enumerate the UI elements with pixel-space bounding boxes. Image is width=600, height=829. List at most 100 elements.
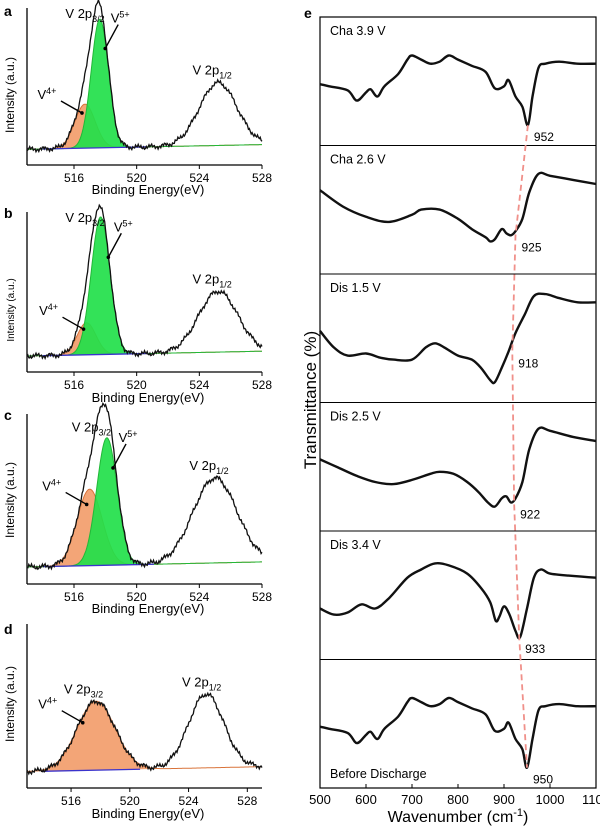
fit-component-v5plus (27, 437, 262, 567)
ftir-spectrum (319, 171, 597, 243)
species-label: V5+ (111, 10, 130, 26)
species-label: V4+ (39, 302, 58, 318)
fit-component-outline (27, 437, 262, 568)
x-tick-label: 700 (401, 792, 423, 807)
panel-label-d: d (4, 621, 13, 637)
xlabel-c: Binding Energy(eV) (92, 601, 205, 616)
x-tick-label: 500 (309, 792, 331, 807)
species-arrow (107, 232, 122, 258)
ylabel-c: Intensity (a.u.) (3, 462, 17, 538)
x-tick-label: 528 (252, 171, 272, 185)
x-tick-label: 516 (64, 590, 84, 604)
x-tick-label: 524 (189, 171, 209, 185)
x-tick-label: 516 (64, 378, 84, 392)
x-tick-label: 1100 (582, 792, 600, 807)
fit-component-outline (27, 488, 262, 568)
ylabel-d: Intensity (a.u.) (3, 666, 17, 742)
peak-label: V 2p1/2 (193, 63, 232, 81)
ylabel-e: Transmittance (%) (301, 331, 320, 469)
x-tick-label: 528 (252, 378, 272, 392)
panel-a: a Intensity (a.u.) Binding Energy(eV) 51… (3, 0, 272, 197)
x-tick-label: 520 (127, 171, 147, 185)
ftir-spectrum (319, 426, 597, 508)
species-label: V5+ (114, 218, 133, 234)
xlabel-d: Binding Energy(eV) (92, 806, 205, 821)
xlabel-e: Wavenumber (cm-1) (388, 807, 529, 826)
panel-label-e: e (304, 5, 312, 21)
xlabel-a: Binding Energy(eV) (92, 182, 205, 197)
fit-component-outline (27, 103, 262, 150)
min-label: 950 (533, 773, 553, 787)
fit-component-v4plus (27, 701, 262, 772)
xps-spectrum (26, 402, 263, 571)
arrow-head (111, 466, 115, 470)
arrow-head (106, 255, 111, 260)
arrow-head (80, 720, 85, 725)
x-tick-label: 520 (127, 590, 147, 604)
xps-spectrum (26, 203, 263, 361)
min-label: 933 (525, 642, 545, 656)
x-tick-label: 528 (252, 590, 272, 604)
series-name: Dis 3.4 V (330, 538, 381, 552)
x-tick-label: 520 (120, 794, 140, 808)
peak-label: V 2p1/2 (182, 674, 221, 692)
panel-label-b: b (4, 205, 13, 221)
series-name: Dis 2.5 V (330, 410, 381, 424)
panel-label-c: c (4, 407, 12, 423)
x-tick-label: 524 (179, 794, 199, 808)
fit-component-v5plus (27, 217, 262, 356)
species-arrow (60, 100, 83, 114)
baseline (42, 563, 154, 568)
species-arrow (112, 443, 127, 469)
fit-component-v4plus (27, 104, 262, 150)
x-tick-label: 528 (237, 794, 257, 808)
species-label: V4+ (42, 477, 61, 493)
min-label: 922 (520, 508, 540, 522)
series-name: Dis 1.5 V (330, 281, 381, 295)
arrow-head (80, 111, 84, 115)
peak-label: V 2p1/2 (193, 271, 232, 289)
min-label: 925 (522, 240, 542, 254)
peak-label: V 2p1/2 (189, 458, 228, 476)
x-tick-label: 800 (447, 792, 469, 807)
xlabel-b: Binding Energy(eV) (92, 390, 205, 405)
ylabel-b: Intensity (a.u.) (6, 278, 17, 341)
fit-component-v4plus (27, 489, 262, 567)
species-arrow (104, 24, 119, 49)
min-label: 952 (534, 130, 554, 144)
panel-c: c Intensity (a.u.) Binding Energy(eV) 51… (3, 402, 272, 616)
x-tick-label: 900 (493, 792, 515, 807)
peak-label: V 2p3/2 (65, 210, 104, 228)
x-tick-label: 520 (127, 378, 147, 392)
x-tick-label: 516 (61, 794, 81, 808)
series-name: Cha 3.9 V (330, 24, 386, 38)
species-arrow (62, 316, 84, 330)
species-label: V4+ (37, 86, 56, 102)
arrow-head (103, 46, 107, 51)
species-arrow (61, 710, 84, 724)
panel-b: b Intensity (a.u.) Binding Energy(eV) 51… (4, 203, 272, 405)
x-tick-label: 1000 (536, 792, 565, 807)
x-tick-label: 524 (189, 378, 209, 392)
peak-label: V 2p3/2 (65, 6, 104, 24)
baseline (41, 768, 141, 772)
xps-spectrum (26, 0, 263, 154)
species-arrow (65, 491, 88, 506)
x-tick-label: 600 (355, 792, 377, 807)
peak-label: V 2p3/2 (64, 681, 103, 699)
ftir-spectrum (319, 54, 597, 127)
species-label: V4+ (38, 696, 57, 712)
panel-label-a: a (4, 3, 12, 19)
ylabel-a: Intensity (a.u.) (3, 57, 17, 133)
ftir-spectrum (319, 292, 597, 385)
minimum-guide-line (511, 125, 529, 768)
ftir-spectrum (319, 696, 597, 769)
species-label: V5+ (119, 429, 138, 445)
xps-spectrum (26, 691, 263, 776)
peak-label: V 2p3/2 (72, 419, 111, 437)
min-label: 918 (518, 356, 538, 370)
arrow-head (84, 502, 89, 507)
arrow-head (81, 327, 86, 331)
panel-e: e Transmittance (%) Wavenumber (cm-1) 50… (301, 5, 600, 826)
